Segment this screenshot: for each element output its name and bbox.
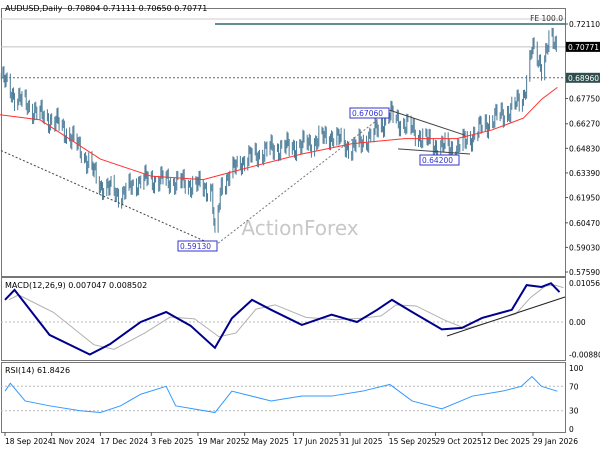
price-tick-label: 0.59030 xyxy=(569,243,600,252)
symbol-label: AUDUSD,Daily xyxy=(5,4,63,13)
price-tick-label: 0.61950 xyxy=(569,194,600,203)
fe-label: FE 100.0 xyxy=(530,14,563,23)
rsi-line xyxy=(4,375,558,414)
date-tick-label: 12 Dec 2025 xyxy=(482,437,530,446)
date-tick-label: 17 Jun 2025 xyxy=(293,437,338,446)
watermark: ActionForex xyxy=(241,216,358,240)
price-annotation-label: 0.67060 xyxy=(352,109,383,118)
rsi-tick-label: 100 xyxy=(569,364,584,373)
date-tick-label: 31 Jul 2025 xyxy=(340,437,383,446)
date-tick-label: 3 Feb 2025 xyxy=(151,437,193,446)
panel-frame xyxy=(1,8,566,277)
macd-tick-label: 0.00 xyxy=(569,318,586,327)
panel-frame xyxy=(1,362,566,433)
triangle-upper-line xyxy=(389,109,466,136)
macd-tick-label: 0.010567 xyxy=(569,279,600,288)
price-tick-label: 0.66270 xyxy=(569,120,600,129)
swing-line xyxy=(0,150,216,247)
price-tick-label: 0.64830 xyxy=(569,144,600,153)
rsi-tick-label: 30 xyxy=(569,407,579,416)
price-annotation-label: 0.59130 xyxy=(180,242,211,251)
rsi-tick-label: 0 xyxy=(569,425,574,434)
date-tick-label: 29 Oct 2025 xyxy=(435,437,482,446)
rsi-title: RSI(14) 61.8426 xyxy=(5,366,70,375)
swing-line xyxy=(214,109,391,247)
date-tick-label: 19 Mar 2025 xyxy=(198,437,246,446)
level-price-label: 0.68960 xyxy=(568,74,599,83)
price-annotation-label: 0.64200 xyxy=(422,156,453,165)
price-annotation-box xyxy=(419,154,460,166)
moving-average-line xyxy=(0,86,558,181)
date-tick-label: 2 May 2025 xyxy=(245,437,289,446)
macd-trendline xyxy=(446,296,566,337)
panel-frame xyxy=(1,277,566,361)
price-tick-label: 0.63390 xyxy=(569,169,600,178)
chart-header-symbol: AUDUSD,Daily 0.70804 0.71111 0.70650 0.70… xyxy=(5,4,207,13)
price-annotation-box xyxy=(349,107,390,119)
date-tick-label: 18 Sep 2024 xyxy=(5,437,53,446)
level-price-box xyxy=(566,72,600,83)
ohlc-values: 0.70804 0.71111 0.70650 0.70771 xyxy=(67,4,207,13)
triangle-lower-line xyxy=(397,148,471,155)
current-price-label: 0.70771 xyxy=(568,43,599,52)
macd-tick-label: -0.008808 xyxy=(569,351,600,360)
macd-line xyxy=(4,282,561,356)
date-tick-label: 29 Jan 2026 xyxy=(533,437,578,446)
price-tick-label: 0.72110 xyxy=(569,20,600,29)
price-tick-label: 0.67750 xyxy=(569,94,600,103)
rsi-tick-label: 70 xyxy=(569,382,579,391)
current-price-box xyxy=(566,41,600,52)
macd-title: MACD(12,26,9) 0.007047 0.008502 xyxy=(5,281,147,290)
price-tick-label: 0.57590 xyxy=(569,268,600,277)
price-annotation-box xyxy=(177,240,218,252)
date-tick-label: 1 Nov 2024 xyxy=(52,437,95,446)
price-tick-label: 0.60470 xyxy=(569,219,600,228)
date-tick-label: 17 Dec 2024 xyxy=(100,437,148,446)
date-tick-label: 15 Sep 2025 xyxy=(389,437,437,446)
